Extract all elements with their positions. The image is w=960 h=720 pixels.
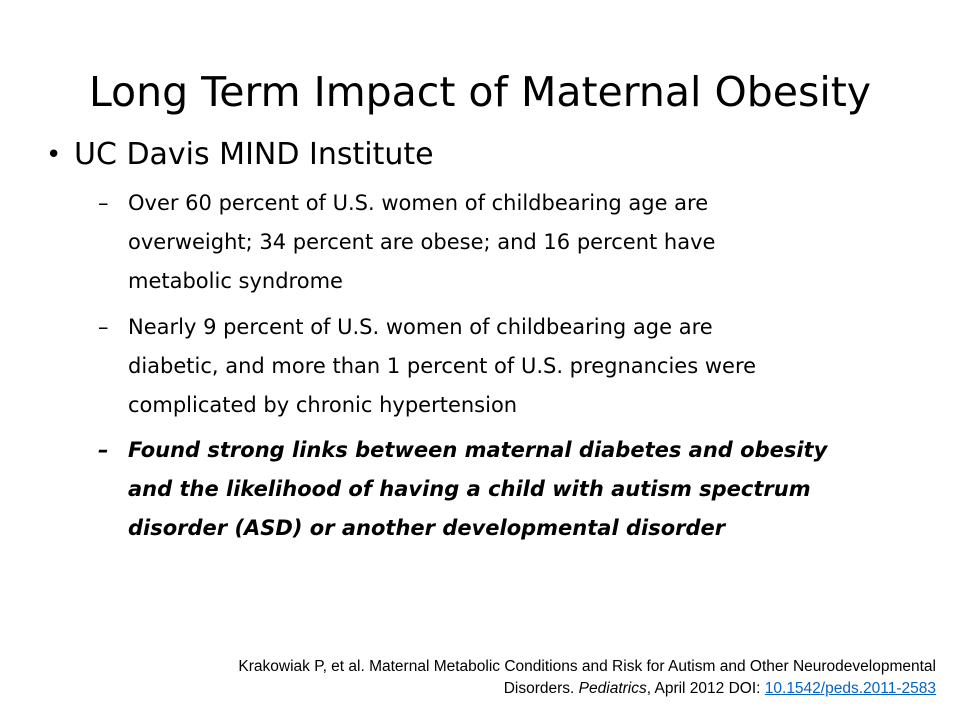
- sub-bullet-overweight-stats: – Over 60 percent of U.S. women of child…: [98, 184, 918, 301]
- citation-line-1: Krakowiak P, et al. Maternal Metabolic C…: [238, 658, 936, 675]
- sub-bullet-line: complicated by chronic hypertension: [128, 393, 518, 417]
- dash-marker: –: [98, 191, 109, 215]
- sub-bullet-autism-link: – Found strong links between maternal di…: [98, 431, 918, 548]
- dash-marker: –: [98, 315, 109, 339]
- sub-bullet-line: disorder (ASD) or another developmental …: [128, 516, 726, 540]
- citation-line-2: Disorders. Pediatrics, April 2012 DOI: 1…: [36, 678, 936, 700]
- sub-bullet-line: Found strong links between maternal diab…: [128, 438, 828, 462]
- sub-bullet-line: and the likelihood of having a child wit…: [128, 477, 811, 501]
- citation-journal: Pediatrics: [578, 680, 647, 697]
- sub-bullet-line: Over 60 percent of U.S. women of childbe…: [128, 191, 709, 215]
- citation-middle: , April 2012 DOI:: [646, 680, 765, 697]
- sub-bullet-line: overweight; 34 percent are obese; and 16…: [128, 230, 716, 254]
- bullet-marker: •: [46, 140, 62, 170]
- sub-bullet-diabetes-stats: – Nearly 9 percent of U.S. women of chil…: [98, 308, 918, 425]
- bullet-text: UC Davis MIND Institute: [74, 137, 434, 172]
- sub-bullet-line: diabetic, and more than 1 percent of U.S…: [128, 354, 757, 378]
- sub-bullet-line: Nearly 9 percent of U.S. women of childb…: [128, 315, 713, 339]
- sub-bullet-line: metabolic syndrome: [128, 269, 343, 293]
- citation-prefix: Disorders.: [503, 680, 579, 697]
- dash-marker: –: [98, 438, 109, 462]
- citation: Krakowiak P, et al. Maternal Metabolic C…: [36, 656, 936, 700]
- doi-link[interactable]: 10.1542/peds.2011-2583: [764, 680, 936, 697]
- slide-title: Long Term Impact of Maternal Obesity: [88, 68, 872, 116]
